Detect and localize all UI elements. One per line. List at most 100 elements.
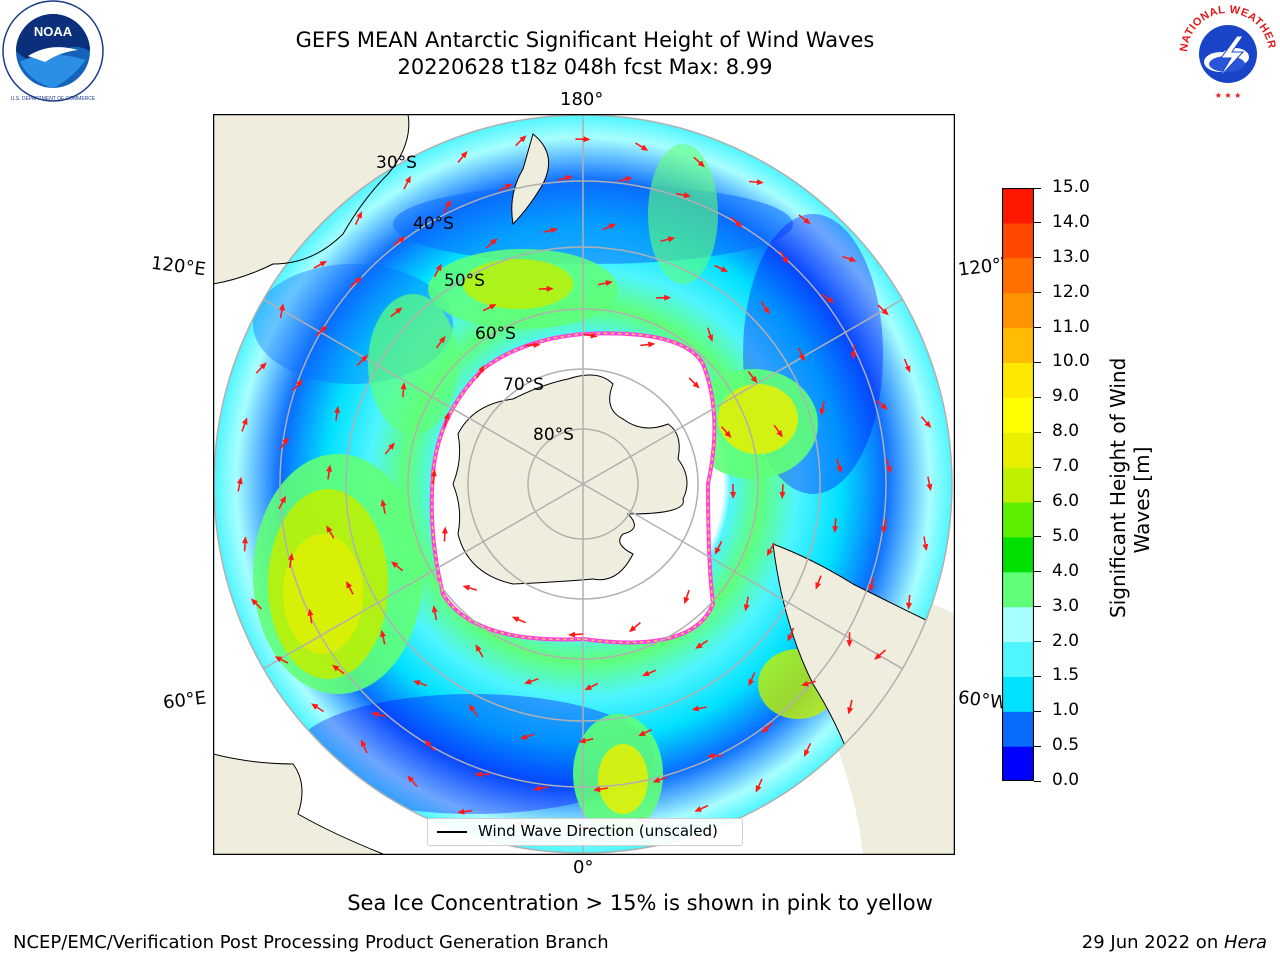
footer-host: Hera bbox=[1223, 932, 1267, 953]
wind-wave-arrowhead bbox=[756, 179, 764, 186]
wind-wave-arrowhead bbox=[326, 464, 333, 472]
wind-wave-arrowhead bbox=[360, 739, 367, 747]
wind-wave-arrowhead bbox=[763, 306, 770, 315]
lat-label-60s: 60°S bbox=[475, 324, 516, 344]
wind-wave-arrowhead bbox=[236, 476, 243, 485]
wind-wave-arrowhead bbox=[435, 263, 442, 272]
wind-wave-arrowhead bbox=[475, 644, 482, 652]
colorbar-tick-mark bbox=[1034, 675, 1041, 677]
wind-wave-arrowhead bbox=[593, 786, 601, 793]
colorbar-segment bbox=[1002, 606, 1034, 643]
colorbar-segment bbox=[1002, 467, 1034, 503]
colorbar-tick-label: 13.0 bbox=[1052, 246, 1090, 267]
wind-wave-arrowhead bbox=[707, 752, 715, 759]
wind-wave-arrowhead bbox=[803, 217, 811, 225]
colorbar-tick-mark bbox=[1034, 431, 1041, 433]
wind-wave-arrowhead bbox=[846, 640, 853, 648]
map-panel bbox=[213, 114, 955, 855]
wind-wave-arrowhead bbox=[815, 582, 821, 590]
wind-wave-arrowhead bbox=[605, 280, 613, 286]
wind-wave-arrowhead bbox=[504, 183, 513, 190]
lon-label-0: 0° bbox=[573, 857, 594, 878]
wind-wave-arrowhead bbox=[550, 227, 558, 234]
wind-wave-arrowhead bbox=[405, 175, 411, 184]
wind-wave-arrowhead bbox=[412, 680, 421, 686]
wind-wave-arrowhead bbox=[724, 430, 732, 438]
wind-wave-arrowhead bbox=[282, 437, 289, 445]
wind-wave-arrowhead bbox=[787, 634, 794, 642]
wind-wave-arrowhead bbox=[578, 737, 586, 744]
wind-wave-arrowhead bbox=[274, 656, 283, 663]
wind-wave-arrowhead bbox=[478, 365, 485, 373]
wind-wave-arrowhead bbox=[533, 785, 541, 792]
colorbar-label-line2: Waves [m] bbox=[1130, 446, 1154, 554]
wind-wave-arrowhead bbox=[391, 561, 399, 568]
wind-wave-arrowhead bbox=[320, 325, 328, 333]
wind-wave-arrowhead bbox=[371, 711, 379, 718]
wind-wave-arrowhead bbox=[667, 236, 676, 243]
legend-line-swatch bbox=[437, 831, 467, 833]
colorbar-segment bbox=[1002, 641, 1034, 677]
wind-wave-arrowhead bbox=[533, 342, 541, 348]
colorbar-label: Significant Height of Wind Waves [m] bbox=[1106, 358, 1154, 618]
lon-label-180: 180° bbox=[560, 89, 604, 110]
wind-wave-arrowhead bbox=[519, 135, 527, 143]
colorbar-tick-mark bbox=[1034, 396, 1041, 398]
wind-wave-arrowhead bbox=[924, 420, 932, 428]
wind-wave-arrowhead bbox=[748, 678, 755, 687]
wind-wave-arrowhead bbox=[691, 705, 700, 712]
wind-wave-arrowhead bbox=[457, 808, 465, 815]
wind-wave-arrowhead bbox=[311, 703, 319, 710]
wind-wave-arrowhead bbox=[868, 584, 875, 592]
wind-wave-arrowhead bbox=[354, 277, 362, 284]
colorbar-segment bbox=[1002, 222, 1034, 259]
wind-wave-arrowhead bbox=[490, 238, 498, 245]
wind-wave-arrows bbox=[236, 135, 933, 832]
wind-wave-arrowhead bbox=[750, 375, 758, 384]
wind-wave-arrowhead bbox=[926, 483, 933, 492]
wind-wave-arrowhead bbox=[346, 581, 352, 589]
wind-wave-arrowhead bbox=[400, 382, 407, 390]
wind-wave-arrowhead bbox=[356, 211, 363, 219]
colorbar-tick-label: 14.0 bbox=[1052, 211, 1090, 232]
colorbar-segment bbox=[1002, 327, 1034, 364]
wind-wave-arrowhead bbox=[583, 136, 591, 143]
wind-wave-arrowhead bbox=[755, 785, 762, 793]
colorbar-segment bbox=[1002, 746, 1034, 781]
wind-wave-arrowhead bbox=[388, 442, 395, 450]
wind-wave-arrowhead bbox=[462, 585, 471, 591]
wind-wave-arrowhead bbox=[638, 730, 646, 737]
colorbar-segment bbox=[1002, 257, 1034, 294]
wind-wave-arrowhead bbox=[443, 412, 450, 420]
wind-wave-arrowhead bbox=[441, 526, 448, 534]
lat-label-50s: 50°S bbox=[444, 271, 485, 291]
colorbar-tick-mark bbox=[1034, 292, 1041, 294]
colorbar-tick-mark bbox=[1034, 641, 1041, 642]
wind-wave-arrowhead bbox=[445, 199, 452, 208]
nws-logo: NATIONAL WEATHER SERVICE ★ ★ ★ bbox=[1177, 2, 1277, 101]
wind-wave-arrowhead bbox=[803, 749, 810, 757]
wind-wave-arrowhead bbox=[430, 469, 437, 477]
wind-wave-arrowhead bbox=[295, 379, 303, 387]
colorbar-tick-label: 1.0 bbox=[1052, 700, 1080, 721]
colorbar-tick-label: 0.0 bbox=[1052, 770, 1080, 790]
noaa-logo: NOAA U.S. DEPARTMENT OF COMMERCE bbox=[2, 0, 104, 102]
wind-wave-arrowhead bbox=[279, 303, 285, 311]
wind-wave-arrowhead bbox=[460, 151, 468, 159]
wind-wave-arrowhead bbox=[307, 608, 314, 616]
wind-wave-arrowhead bbox=[652, 777, 661, 783]
colorbar-tick-mark bbox=[1034, 222, 1041, 224]
colorbar-tick-mark bbox=[1034, 710, 1041, 712]
colorbar-tick-mark bbox=[1034, 536, 1041, 538]
wind-wave-arrowhead bbox=[546, 285, 554, 292]
sea-ice-note: Sea Ice Concentration > 15% is shown in … bbox=[347, 891, 933, 915]
colorbar-tick-label: 0.5 bbox=[1052, 735, 1080, 756]
wind-wave-arrowhead bbox=[874, 653, 882, 660]
lat-label-30s: 30°S bbox=[376, 153, 417, 173]
colorbar-tick-label: 12.0 bbox=[1052, 281, 1090, 302]
colorbar-segment bbox=[1002, 536, 1034, 573]
colorbar-tick-mark bbox=[1034, 780, 1041, 782]
wind-wave-arrowhead bbox=[850, 352, 857, 360]
wind-wave-arrowhead bbox=[519, 733, 528, 740]
chart-title-line1: GEFS MEAN Antarctic Significant Height o… bbox=[295, 28, 875, 52]
